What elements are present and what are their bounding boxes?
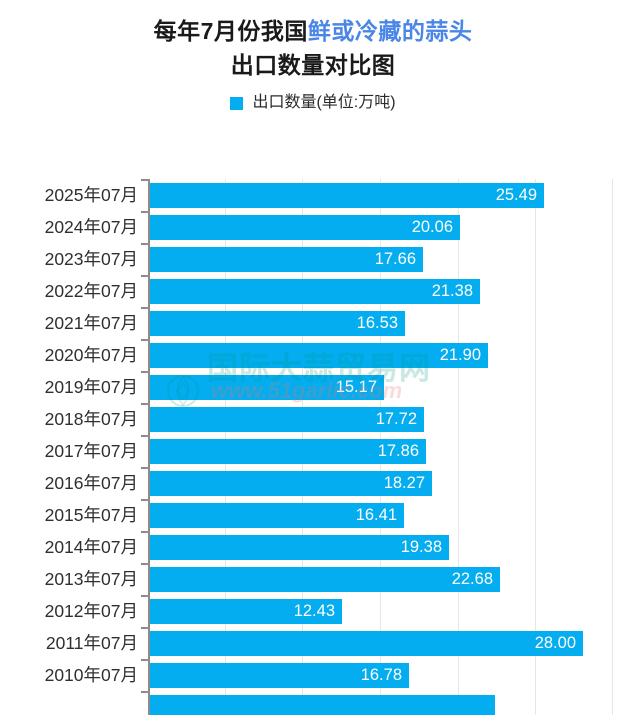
bar-row: 2014年07月 19.38 bbox=[0, 531, 626, 563]
category-label: 2025年07月 bbox=[44, 185, 138, 205]
bar-value-label: 21.38 bbox=[431, 282, 473, 300]
bar[interactable] bbox=[150, 567, 500, 592]
bar-row: 2020年07月 21.90 bbox=[0, 339, 626, 371]
bar-row: 2023年07月 17.66 bbox=[0, 243, 626, 275]
category-label: 2013年07月 bbox=[44, 569, 138, 589]
bar-value-label: 17.86 bbox=[377, 442, 419, 460]
category-label: 2017年07月 bbox=[44, 441, 138, 461]
bar-value-label: 15.17 bbox=[335, 378, 377, 396]
chart-title-line-2: 出口数量对比图 bbox=[230, 52, 396, 78]
category-label: 2016年07月 bbox=[44, 473, 138, 493]
bar-row-partial bbox=[0, 691, 626, 715]
chart-title-line-1: 每年7月份我国鲜或冷藏的蒜头 bbox=[0, 14, 626, 48]
category-label: 2010年07月 bbox=[44, 665, 138, 685]
bar[interactable] bbox=[150, 215, 460, 240]
category-label: 2014年07月 bbox=[44, 537, 138, 557]
bar-value-label: 12.43 bbox=[293, 602, 335, 620]
bar[interactable] bbox=[150, 183, 544, 208]
category-label: 2024年07月 bbox=[44, 217, 138, 237]
bar-value-label: 25.49 bbox=[495, 186, 537, 204]
bar[interactable] bbox=[150, 279, 480, 304]
chart-title-block: 每年7月份我国鲜或冷藏的蒜头 出口数量对比图 bbox=[0, 0, 626, 82]
chart-title-line-1-prefix: 每年7月份我国 bbox=[153, 18, 308, 44]
bar[interactable] bbox=[150, 663, 409, 688]
bar[interactable] bbox=[150, 599, 342, 624]
bar[interactable] bbox=[150, 439, 426, 464]
bar-row: 2012年07月 12.43 bbox=[0, 595, 626, 627]
bar-row: 2017年07月 17.86 bbox=[0, 435, 626, 467]
bar-row: 2010年07月 16.78 bbox=[0, 659, 626, 691]
chart-plot-area: 2025年07月 25.49 2024年07月 20.06 2023年07月 17.66 2… bbox=[0, 165, 626, 715]
category-label: 2022年07月 bbox=[44, 281, 138, 301]
bar[interactable] bbox=[150, 503, 404, 528]
category-label: 2021年07月 bbox=[44, 313, 138, 333]
legend-swatch-icon bbox=[230, 96, 244, 110]
category-label: 2012年07月 bbox=[44, 601, 138, 621]
bar[interactable] bbox=[150, 471, 432, 496]
category-label: 2015年07月 bbox=[44, 505, 138, 525]
bar-value-label: 16.78 bbox=[360, 666, 402, 684]
bar[interactable] bbox=[150, 375, 384, 400]
category-label: 2011年07月 bbox=[45, 633, 138, 653]
bar-value-label: 19.38 bbox=[400, 538, 442, 556]
bar-value-label: 16.41 bbox=[355, 506, 397, 524]
bar[interactable] bbox=[150, 407, 424, 432]
bar-row: 2019年07月 15.17 bbox=[0, 371, 626, 403]
bar-row: 2011年07月 28.00 bbox=[0, 627, 626, 659]
bar[interactable] bbox=[150, 631, 583, 656]
category-label: 2020年07月 bbox=[44, 345, 138, 365]
bar[interactable] bbox=[150, 695, 495, 715]
category-label: 2018年07月 bbox=[44, 409, 138, 429]
bar-value-label: 28.00 bbox=[534, 634, 576, 652]
bar[interactable] bbox=[150, 343, 488, 368]
bar-row: 2013年07月 22.68 bbox=[0, 563, 626, 595]
bar-row: 2021年07月 16.53 bbox=[0, 307, 626, 339]
chart-title-line-1-accent: 鲜或冷藏的蒜头 bbox=[307, 18, 473, 44]
chart-legend: 出口数量(单位:万吨) bbox=[0, 94, 626, 112]
bar[interactable] bbox=[150, 311, 405, 336]
legend-label: 出口数量(单位:万吨) bbox=[252, 94, 396, 111]
bar-value-label: 20.06 bbox=[411, 218, 453, 236]
bar-row: 2025年07月 25.49 bbox=[0, 179, 626, 211]
bar-value-label: 21.90 bbox=[439, 346, 481, 364]
bar-row: 2016年07月 18.27 bbox=[0, 467, 626, 499]
bar-value-label: 16.53 bbox=[356, 314, 398, 332]
bar-row: 2018年07月 17.72 bbox=[0, 403, 626, 435]
category-label: 2023年07月 bbox=[44, 249, 138, 269]
y-axis-line bbox=[148, 179, 150, 715]
bar-row: 2022年07月 21.38 bbox=[0, 275, 626, 307]
bar-value-label: 22.68 bbox=[451, 570, 493, 588]
bar-value-label: 18.27 bbox=[383, 474, 425, 492]
bar-value-label: 17.66 bbox=[374, 250, 416, 268]
bar[interactable] bbox=[150, 535, 449, 560]
bar[interactable] bbox=[150, 247, 423, 272]
bar-value-label: 17.72 bbox=[375, 410, 417, 428]
bar-row: 2024年07月 20.06 bbox=[0, 211, 626, 243]
category-label: 2019年07月 bbox=[44, 377, 138, 397]
bar-row: 2015年07月 16.41 bbox=[0, 499, 626, 531]
